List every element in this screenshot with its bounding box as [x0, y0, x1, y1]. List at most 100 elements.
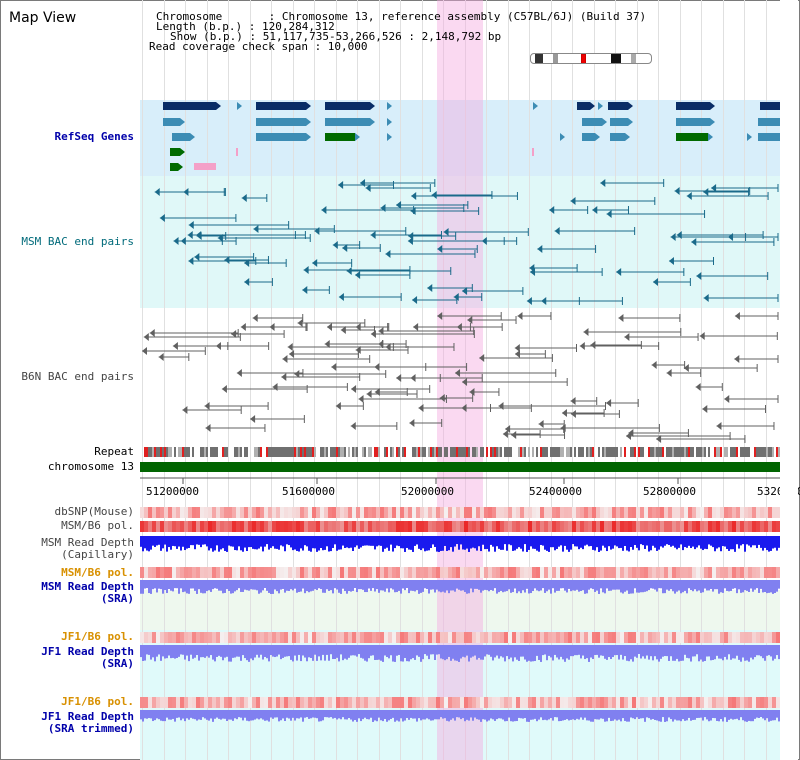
heatmap-cell: [172, 567, 176, 578]
chromosome-ideogram[interactable]: [530, 53, 652, 64]
depth-bar: [670, 536, 672, 547]
depth-bar: [256, 580, 258, 591]
depth-bar: [730, 580, 732, 591]
heatmap-cell: [224, 697, 228, 708]
depth-bar: [768, 580, 770, 593]
depth-bar: [540, 580, 542, 591]
gene-feature: [325, 133, 355, 141]
heatmap-cell: [692, 507, 696, 518]
depth-bar: [578, 536, 580, 550]
repeat-mark: [306, 447, 308, 457]
depth-bar: [746, 580, 748, 591]
heatmap-cell: [500, 507, 504, 518]
repeat-mark: [212, 447, 214, 457]
repeat-mark: [670, 447, 672, 457]
depth-bar: [702, 580, 704, 593]
repeat-mark: [696, 447, 698, 457]
heatmap-cell: [576, 632, 580, 643]
heatmap-cell: [536, 697, 540, 708]
depth-bar: [152, 710, 154, 722]
depth-bar: [280, 710, 282, 721]
depth-bar: [378, 536, 380, 546]
depth-bar: [698, 536, 700, 546]
depth-bar: [528, 580, 530, 594]
depth-bar: [458, 536, 460, 550]
depth-bar: [416, 645, 418, 656]
depth-bar: [594, 580, 596, 592]
heatmap-cell: [444, 567, 448, 578]
heatmap-cell: [424, 697, 428, 708]
bac-pair-end: [462, 287, 468, 295]
heatmap-cell: [548, 521, 552, 532]
depth-bar: [462, 645, 464, 657]
depth-bar: [576, 645, 578, 656]
depth-bar: [712, 580, 714, 592]
repeat-mark: [776, 447, 778, 457]
heatmap-cell: [612, 507, 616, 518]
depth-bar: [714, 710, 716, 719]
depth-bar: [470, 710, 472, 718]
depth-bar: [244, 710, 246, 718]
bac-pair-end: [215, 342, 221, 350]
heatmap-cell: [180, 632, 184, 643]
heatmap-cell: [572, 632, 576, 643]
depth-bar: [514, 710, 516, 722]
depth-bar: [568, 536, 570, 552]
repeat-mark: [158, 447, 160, 457]
heatmap-cell: [732, 632, 736, 643]
depth-bar: [438, 645, 440, 655]
depth-bar: [208, 710, 210, 721]
depth-bar: [752, 580, 754, 592]
depth-bar: [774, 645, 776, 659]
heatmap-cell: [540, 697, 544, 708]
depth-bar: [528, 645, 530, 661]
depth-bar: [268, 580, 270, 593]
heatmap-cell: [656, 697, 660, 708]
repeat-mark: [336, 447, 338, 457]
heatmap-cell: [636, 632, 640, 643]
depth-bar: [170, 645, 172, 659]
depth-bar: [564, 536, 566, 546]
repeat-mark: [390, 447, 392, 457]
depth-bar: [634, 536, 636, 546]
depth-bar: [500, 580, 502, 591]
depth-bar: [486, 645, 488, 655]
bac-pair-end: [217, 234, 223, 242]
depth-bar: [690, 536, 692, 549]
depth-bar: [146, 580, 148, 589]
heatmap-cell: [180, 507, 184, 518]
repeat-mark: [508, 447, 510, 457]
depth-bar: [666, 580, 668, 590]
heatmap-cell: [188, 567, 192, 578]
depth-bar: [442, 536, 444, 551]
depth-bar: [154, 580, 156, 589]
depth-bar: [666, 645, 668, 657]
depth-bar: [410, 710, 412, 718]
depth-bar: [774, 710, 776, 721]
heatmap-cell: [752, 507, 756, 518]
bac-pair-end: [294, 370, 300, 378]
heatmap-cell: [688, 567, 692, 578]
repeat-mark: [744, 447, 746, 457]
heatmap-cell: [744, 567, 748, 578]
depth-bar: [586, 710, 588, 721]
depth-bar: [396, 580, 398, 593]
depth-bar: [350, 536, 352, 548]
heatmap-cell: [176, 697, 180, 708]
repeat-mark: [680, 447, 682, 457]
repeat-mark: [368, 447, 370, 457]
depth-bar: [346, 580, 348, 594]
depth-bar: [186, 645, 188, 656]
depth-bar: [420, 645, 422, 662]
repeat-mark: [428, 447, 430, 457]
depth-bar: [372, 710, 374, 722]
depth-bar: [516, 710, 518, 722]
gene-feature: [532, 148, 534, 156]
heatmap-cell: [596, 697, 600, 708]
depth-bar: [352, 536, 354, 552]
depth-bar: [170, 580, 172, 591]
depth-bar: [536, 536, 538, 551]
heatmap-cell: [720, 632, 724, 643]
repeat-mark: [640, 447, 642, 457]
